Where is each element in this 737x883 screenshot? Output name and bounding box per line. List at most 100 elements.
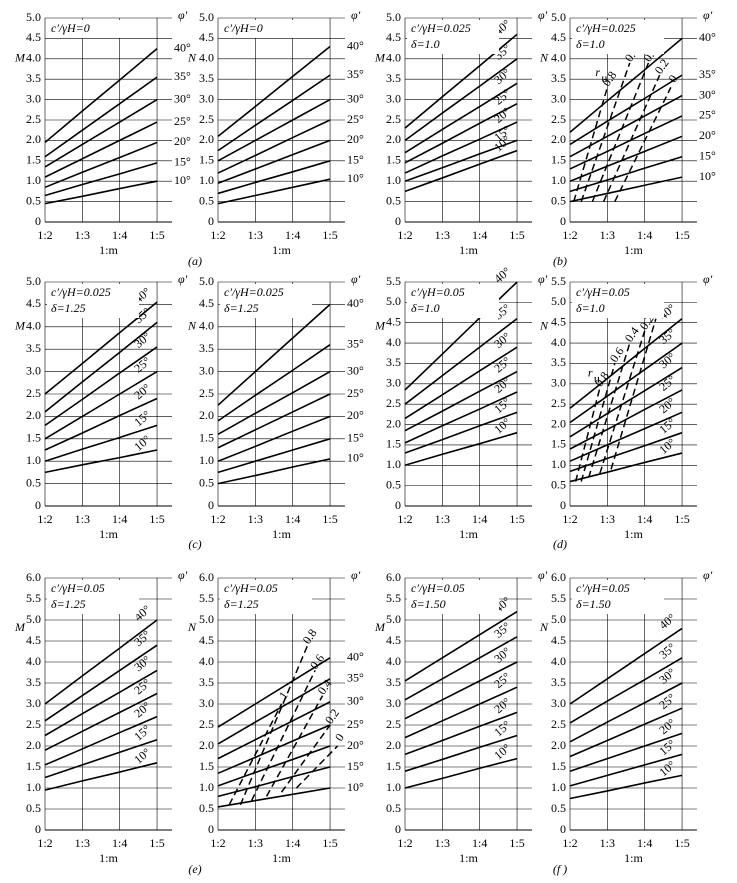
- x-tick-label: 1:3: [435, 228, 450, 242]
- curve: [44, 47, 158, 144]
- ru-label: 0.8: [300, 626, 320, 646]
- curve-label: 40°: [347, 296, 364, 310]
- curve-label: 15°: [347, 759, 364, 773]
- curve-label: 20°: [699, 128, 716, 142]
- curve: [44, 762, 158, 791]
- annotation: δ=1.0: [411, 37, 440, 51]
- x-tick-label: 1:5: [509, 512, 524, 526]
- curve: [44, 141, 158, 189]
- y-tick-label: 0.5: [199, 801, 214, 815]
- y-tick-label: 2.0: [386, 738, 401, 752]
- x-tick-label: 1:5: [322, 228, 337, 242]
- y-axis-label: N: [187, 620, 197, 634]
- panel: 0 0.5 1.0 1.5 2.0 2.5 3.0 3.5 4.0 4.5 5.0 1:2 1:3 1:4…: [187, 272, 364, 541]
- y-tick-label: 4.0: [386, 654, 401, 668]
- ru-line: [610, 318, 657, 470]
- curve: [44, 424, 158, 462]
- y-tick-label: 2.5: [199, 717, 214, 731]
- y-axis-label: N: [539, 620, 549, 634]
- curve-label: 35°: [699, 67, 716, 81]
- curve-label: 25°: [699, 108, 716, 122]
- y-tick-label: 1.0: [199, 173, 214, 187]
- curve: [217, 657, 331, 728]
- curve-label: 40°: [347, 38, 364, 52]
- ru-label: 0.4: [315, 677, 335, 697]
- y-tick-label: 3.0: [26, 363, 41, 377]
- curve: [44, 321, 158, 413]
- x-tick-label: 1:2: [397, 836, 412, 850]
- x-tick-label: 1:4: [285, 512, 300, 526]
- y-tick-label: 4.5: [551, 314, 566, 328]
- curve: [569, 389, 683, 450]
- y-tick-label: 3.0: [551, 696, 566, 710]
- curve: [569, 135, 683, 182]
- annotation: δ=1.25: [51, 597, 86, 611]
- x-tick-label: 1:3: [248, 512, 263, 526]
- annotation: δ=1.25: [224, 597, 259, 611]
- annotation: c′/γH=0: [51, 21, 90, 35]
- y-tick-label: 0: [395, 822, 401, 836]
- curve-label: 35°: [347, 67, 364, 81]
- ru-line: [295, 745, 339, 789]
- x-tick-label: 1:3: [435, 512, 450, 526]
- annotation: c′/γH=0.05: [576, 581, 630, 595]
- annotation-box: [220, 284, 312, 318]
- panel: 0 0.5 1.0 1.5 2.0 2.5 3.0 3.5 4.0 4.5 5.0 1:2 1:3 1:4…: [539, 8, 716, 257]
- annotation: c′/γH=0.025: [224, 285, 284, 299]
- curve-label: 30°: [656, 665, 678, 687]
- annotation-box: [572, 580, 664, 614]
- curve-label: 10°: [131, 745, 153, 767]
- curve: [569, 431, 683, 473]
- y-tick-label: 0.5: [199, 475, 214, 489]
- curve: [404, 411, 518, 454]
- curve-label: 30°: [491, 329, 513, 351]
- y-tick-label: 3.0: [199, 363, 214, 377]
- curve-label: 15°: [656, 737, 678, 759]
- caption: (c): [188, 537, 201, 551]
- curve: [569, 657, 683, 724]
- annotation: δ=1.25: [224, 301, 259, 315]
- phi-label: φ′: [351, 568, 361, 582]
- x-tick-label: 1:2: [397, 512, 412, 526]
- y-tick-label: 1.5: [26, 759, 41, 773]
- y-tick-label: 2.0: [551, 132, 566, 146]
- phi-label: φ′: [178, 568, 188, 582]
- x-tick-label: 1:3: [248, 228, 263, 242]
- y-tick-label: 1.0: [551, 173, 566, 187]
- y-tick-label: 3.5: [199, 675, 214, 689]
- y-tick-label: 5.5: [386, 274, 401, 288]
- y-tick-label: 4.5: [26, 296, 41, 310]
- y-tick-label: 2.0: [386, 416, 401, 430]
- curve: [44, 76, 158, 158]
- y-tick-label: 3.5: [199, 71, 214, 85]
- y-tick-label: 2.5: [26, 112, 41, 126]
- x-tick-label: 1:2: [210, 228, 225, 242]
- curve: [569, 452, 683, 483]
- y-tick-label: 5.0: [551, 294, 566, 308]
- y-tick-label: 1.0: [386, 173, 401, 187]
- curve: [404, 661, 518, 720]
- curve: [404, 757, 518, 789]
- ru-label: 0.4: [622, 324, 642, 344]
- panel: 0 0.5 1.0 1.5 2.0 2.5 3.0 3.5 4.0 4.5 5.0 1:2 1:3 1:4…: [374, 8, 548, 257]
- panel: 0 0.5 1.0 1.5 2.0 2.5 3.0 3.5 4.0 4.5 5.0 1:2 1:3 1:4…: [187, 8, 364, 257]
- y-tick-label: 3.0: [386, 91, 401, 105]
- y-tick-label: 2.5: [551, 717, 566, 731]
- ru-label: 0.6: [607, 345, 627, 365]
- curve: [569, 155, 683, 193]
- curve: [404, 102, 518, 164]
- curve: [217, 458, 331, 485]
- y-tick-label: 1.5: [199, 759, 214, 773]
- curve: [569, 682, 683, 743]
- caption: (a): [188, 254, 202, 268]
- curve: [44, 669, 158, 737]
- x-tick-label: 1:4: [637, 836, 652, 850]
- curve-label: 10°: [347, 171, 364, 185]
- y-tick-label: 5.0: [199, 10, 214, 24]
- x-axis-label: 1:m: [624, 527, 643, 541]
- y-tick-label: 1.0: [551, 780, 566, 794]
- curve-label: 40°: [347, 650, 364, 664]
- x-axis-label: 1:m: [272, 851, 291, 865]
- curve: [217, 119, 331, 174]
